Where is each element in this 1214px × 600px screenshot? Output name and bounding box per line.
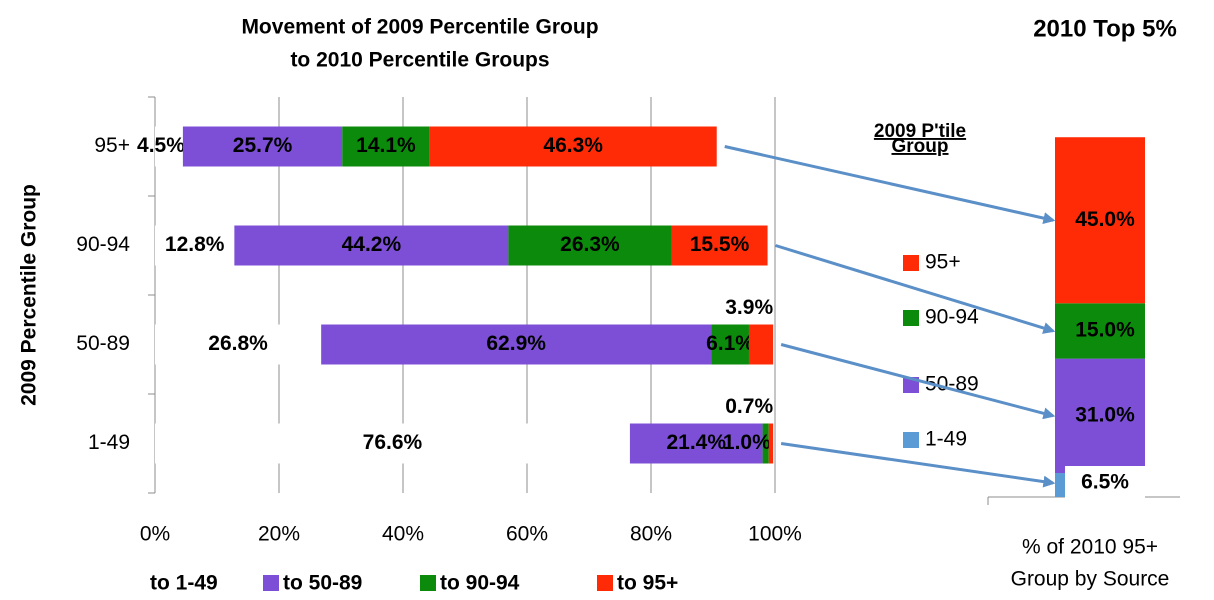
bar-segment bbox=[321, 324, 712, 365]
arrow bbox=[780, 343, 1056, 420]
data-label: 14.1% bbox=[356, 134, 416, 157]
x-tick-label: 100% bbox=[748, 523, 802, 546]
arrow bbox=[780, 442, 1056, 488]
legend-label: 50-89 bbox=[925, 373, 979, 396]
data-label: 1.0% bbox=[723, 431, 771, 454]
bar-segment bbox=[155, 225, 235, 266]
data-label: 26.3% bbox=[560, 233, 620, 256]
bar-segment bbox=[748, 324, 774, 365]
label-box bbox=[1065, 466, 1145, 500]
bar-segment bbox=[234, 225, 509, 266]
data-label: 15.0% bbox=[1075, 318, 1135, 341]
bar-segment bbox=[155, 126, 183, 167]
data-label: 6.1% bbox=[706, 332, 754, 355]
data-label: 25.7% bbox=[233, 134, 293, 157]
data-label: 0.7% bbox=[725, 395, 773, 418]
data-label: 31.0% bbox=[1075, 403, 1135, 426]
legend-swatch bbox=[903, 432, 919, 448]
bar-segment bbox=[629, 423, 763, 464]
data-label: 6.5% bbox=[1081, 471, 1129, 494]
legend-label: to 90-94 bbox=[440, 572, 520, 595]
legend-label: to 50-89 bbox=[283, 572, 362, 595]
chart-title: to 2010 Percentile Groups bbox=[290, 49, 549, 72]
legend-swatch bbox=[903, 310, 919, 326]
x-tick-label: 80% bbox=[630, 523, 672, 546]
data-label: 62.9% bbox=[486, 332, 546, 355]
data-label: 45.0% bbox=[1075, 208, 1135, 231]
x-tick-label: 60% bbox=[506, 523, 548, 546]
legend-label: 90-94 bbox=[925, 306, 979, 329]
bar-segment bbox=[155, 423, 630, 464]
bar-segment bbox=[711, 324, 749, 365]
data-label: 44.2% bbox=[342, 233, 402, 256]
chart-title: Movement of 2009 Percentile Group bbox=[241, 16, 598, 39]
y-tick-label: 50-89 bbox=[76, 332, 130, 355]
data-label: 3.9% bbox=[725, 296, 773, 319]
bar-segment bbox=[155, 324, 322, 365]
y-tick-label: 1-49 bbox=[88, 431, 130, 454]
legend-swatch bbox=[130, 575, 146, 591]
y-tick-label: 90-94 bbox=[76, 233, 130, 256]
bar-segment bbox=[508, 225, 672, 266]
y-tick-label: 95+ bbox=[94, 134, 130, 157]
data-label: 76.6% bbox=[363, 431, 423, 454]
column-segment bbox=[1055, 358, 1145, 474]
bar-segment bbox=[768, 423, 774, 464]
data-label: 46.3% bbox=[543, 134, 603, 157]
bar-segment bbox=[762, 423, 769, 464]
y-axis-label: 2009 Percentile Group bbox=[18, 184, 41, 406]
legend-label: to 95+ bbox=[617, 572, 678, 595]
legend-swatch bbox=[420, 575, 436, 591]
legend-label: to 1-49 bbox=[150, 572, 218, 595]
column-segment bbox=[1055, 303, 1145, 359]
data-label: 26.8% bbox=[208, 332, 268, 355]
legend-swatch bbox=[263, 575, 279, 591]
legend-label: 1-49 bbox=[925, 428, 967, 451]
column-segment bbox=[1055, 137, 1145, 304]
data-label: 15.5% bbox=[690, 233, 750, 256]
legend-swatch bbox=[903, 255, 919, 271]
x-tick-label: 0% bbox=[140, 523, 170, 546]
bar-segment bbox=[429, 126, 717, 167]
x-tick-label: 40% bbox=[382, 523, 424, 546]
data-label: 4.5% bbox=[137, 134, 185, 157]
legend-swatch bbox=[597, 575, 613, 591]
x-axis-label: % of 2010 95+ bbox=[1022, 536, 1158, 559]
legend-label: 95+ bbox=[925, 251, 961, 274]
arrow bbox=[724, 145, 1056, 224]
bar-segment bbox=[182, 126, 343, 167]
bar-segment bbox=[342, 126, 430, 167]
x-tick-label: 20% bbox=[258, 523, 300, 546]
x-axis-label: Group by Source bbox=[1011, 568, 1170, 591]
legend-title: 2009 P'tile Group bbox=[874, 121, 966, 157]
data-label: 21.4% bbox=[666, 431, 726, 454]
data-label: 12.8% bbox=[165, 233, 225, 256]
arrow bbox=[775, 244, 1056, 334]
bar-segment bbox=[671, 225, 768, 266]
chart-title: 2010 Top 5% bbox=[1033, 15, 1177, 42]
